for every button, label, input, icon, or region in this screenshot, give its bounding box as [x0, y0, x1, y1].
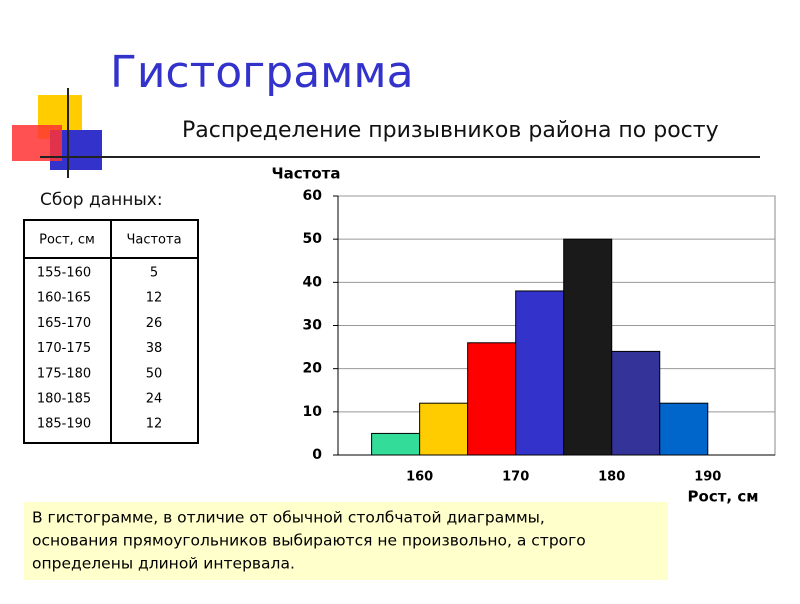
table-cell: 185-190 — [37, 417, 91, 432]
y-axis-label: Частота — [272, 165, 341, 183]
table-cell: 12 — [146, 417, 163, 432]
y-tick-label: 40 — [303, 274, 323, 290]
table-cell: 180-185 — [37, 392, 91, 407]
deco-square — [12, 125, 62, 161]
y-tick-label: 60 — [303, 188, 323, 204]
bar — [563, 238, 613, 456]
bar — [467, 342, 517, 456]
table-cell: 175-180 — [37, 366, 91, 381]
bar — [659, 402, 709, 456]
bar — [371, 432, 421, 456]
table-cell: 170-175 — [37, 341, 91, 356]
y-tick-label: 30 — [303, 318, 323, 334]
slide-title: Гистограмма — [110, 47, 414, 98]
x-axis-label: Рост, см — [688, 488, 759, 506]
table-cell: 38 — [146, 341, 163, 356]
data-label: Сбор данных: — [40, 190, 163, 210]
note-box — [24, 502, 668, 580]
bar — [419, 402, 469, 456]
table-cell: 12 — [146, 291, 163, 306]
x-tick-label: 190 — [694, 470, 721, 485]
x-tick-label: 180 — [598, 470, 625, 485]
table-cell: 24 — [146, 392, 163, 407]
subtitle: Распределение призывников района по рост… — [182, 118, 719, 143]
table-cell: 165-170 — [37, 316, 91, 331]
note-text: основания прямоугольников выбираются не … — [32, 532, 586, 550]
y-tick-label: 50 — [303, 231, 323, 247]
table-header: Частота — [126, 233, 181, 248]
table-cell: 26 — [146, 316, 163, 331]
table-header: Рост, см — [39, 233, 95, 248]
y-tick-label: 20 — [303, 361, 323, 377]
note-text: В гистограмме, в отличие от обычной стол… — [32, 509, 545, 527]
y-tick-label: 10 — [303, 404, 323, 420]
note-text: определены длиной интервала. — [32, 555, 295, 573]
y-tick-label: 0 — [312, 447, 322, 463]
table-cell: 50 — [146, 366, 163, 381]
table-cell: 5 — [150, 266, 158, 281]
bar — [611, 350, 661, 456]
x-tick-label: 170 — [502, 470, 529, 485]
table-cell: 155-160 — [37, 266, 91, 281]
bar — [515, 290, 565, 456]
x-tick-label: 160 — [406, 470, 433, 485]
table-cell: 160-165 — [37, 291, 91, 306]
